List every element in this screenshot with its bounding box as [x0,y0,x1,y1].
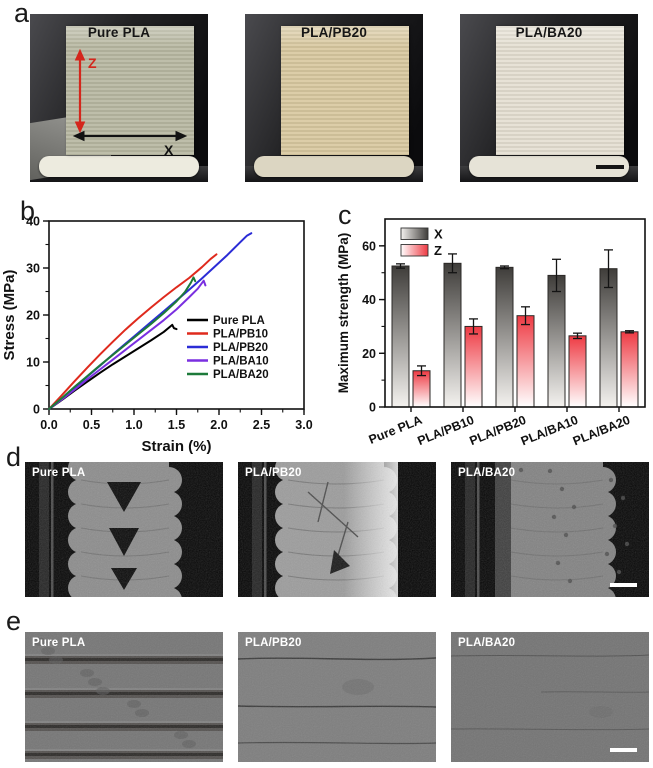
svg-text:Strain (%): Strain (%) [141,438,211,455]
svg-text:X: X [434,227,443,242]
x-axis-arrow: X [72,130,188,158]
svg-text:Maximum strength (MPa): Maximum strength (MPa) [336,233,351,394]
svg-text:PLA/PB20: PLA/PB20 [213,342,268,354]
sem-micrograph [25,632,223,762]
sample-label: PLA/PB20 [300,25,368,40]
zx-axes-arrows: Z X [72,48,188,158]
sample-photo-pla-pb20: PLA/PB20 [245,14,423,182]
svg-text:60: 60 [362,239,376,253]
sem-label: PLA/PB20 [245,467,302,479]
stress-strain-plot: 0.0 0.5 1.0 1.5 2.0 2.5 3.0 0 10 20 30 40 Strain (%)… [1,215,313,456]
svg-text:PLA/PB20: PLA/PB20 [467,413,528,448]
svg-text:PLA/BA10: PLA/BA10 [519,413,580,449]
svg-text:PLA/BA20: PLA/BA20 [213,369,269,381]
svg-text:40: 40 [26,215,40,229]
svg-text:2.5: 2.5 [253,418,270,432]
svg-text:Z: Z [434,243,442,258]
sem-micrograph [451,632,649,762]
scale-bar [596,165,624,169]
sem-surface-pla-ba20: PLA/BA20 [451,632,649,762]
sem-micrograph [451,462,649,597]
panel-letter-e: e [6,606,22,636]
z-axis-label: Z [88,55,97,71]
svg-text:PLA/PB10: PLA/PB10 [415,413,476,448]
panel-letter-a: a [14,0,30,28]
scale-bar [610,748,637,752]
max-strength-chart: 0 20 40 60 Maximum strength (MPa) Pure PLA PLA… [335,202,653,462]
svg-text:1.0: 1.0 [125,418,142,432]
sem-fracture-pla-ba20: PLA/BA20 [451,462,649,597]
scale-bar [610,583,637,587]
z-axis-arrow: Z [74,48,97,134]
sample-label: Pure PLA [87,25,151,40]
svg-text:Stress (MPa): Stress (MPa) [1,270,18,361]
stress-strain-chart: 0.0 0.5 1.0 1.5 2.0 2.5 3.0 0 10 20 30 40 Strain (%)… [0,202,332,458]
sem-micrograph [238,462,436,597]
sample-photo-pure-pla: Pure PLA Z X [30,14,208,182]
svg-text:0: 0 [369,401,376,415]
svg-text:0.5: 0.5 [83,418,100,432]
svg-text:PLA/BA20: PLA/BA20 [571,413,632,449]
svg-text:Pure PLA: Pure PLA [367,413,424,447]
svg-text:3.0: 3.0 [295,418,312,432]
svg-text:10: 10 [26,356,40,370]
svg-text:PLA/BA10: PLA/BA10 [213,356,269,368]
raft-base [468,156,630,177]
svg-text:0: 0 [33,403,40,417]
panel-letter-c: c [338,200,352,230]
sem-micrograph [238,632,436,762]
sem-fracture-pure-pla: Pure PLA [25,462,223,597]
sem-surface-pla-pb20: PLA/PB20 [238,632,436,762]
sem-surface-pure-pla: Pure PLA [25,632,223,762]
x-axis-label: X [164,142,174,158]
sem-label: PLA/BA20 [458,467,516,479]
raft-base [38,156,200,177]
svg-text:0.0: 0.0 [40,418,57,432]
sem-fracture-pla-pb20: PLA/PB20 [238,462,436,597]
svg-text:20: 20 [362,347,376,361]
panel-letter-d: d [6,442,22,472]
svg-text:PLA/PB10: PLA/PB10 [213,329,268,341]
svg-text:30: 30 [26,262,40,276]
sample-label: PLA/BA20 [515,25,583,40]
sem-label: Pure PLA [32,467,86,479]
sem-micrograph [25,462,223,597]
sem-label: PLA/PB20 [245,637,302,649]
panel-letter-b: b [20,196,36,226]
printed-sample [65,25,194,156]
svg-text:20: 20 [26,309,40,323]
sample-photo-pla-ba20: PLA/BA20 [460,14,638,182]
printed-sample [280,25,409,156]
raft-base [253,156,415,177]
svg-text:1.5: 1.5 [168,418,185,432]
printed-sample [495,25,624,156]
svg-text:2.0: 2.0 [210,418,227,432]
sem-label: Pure PLA [32,637,86,649]
svg-text:Pure PLA: Pure PLA [213,315,265,327]
svg-text:40: 40 [362,293,376,307]
sem-label: PLA/BA20 [458,637,516,649]
